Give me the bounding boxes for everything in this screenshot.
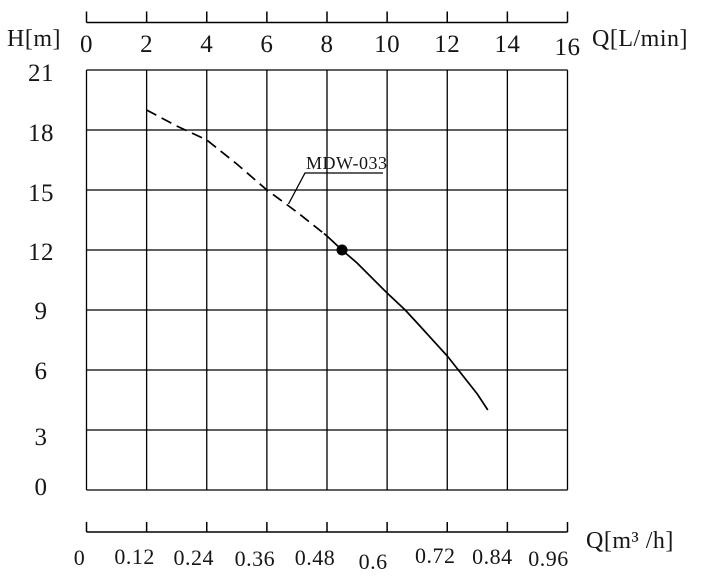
top-axis-tick-label: 16	[555, 34, 581, 61]
bottom-axis-tick-label: 0.48	[295, 545, 336, 570]
left-axis-tick-label: 0	[35, 474, 48, 501]
top-axis-tick-label: 2	[140, 31, 153, 58]
q-lmin-axis-title: Q[L/min]	[592, 26, 688, 52]
curve-label-text: MDW-033	[306, 153, 388, 173]
bottom-axis-tick-label: 0.36	[235, 546, 276, 571]
bottom-axis-tick-label: 0	[74, 545, 86, 570]
bottom-axis-tick-label: 0.24	[174, 545, 215, 570]
bottom-axis-tick-label: 0.6	[359, 549, 388, 574]
left-axis-tick-label: 6	[35, 358, 48, 385]
top-axis-tick-label: 12	[434, 31, 460, 58]
top-axis-tick-label: 10	[374, 31, 400, 58]
left-axis-tick-label: 18	[28, 120, 54, 147]
bottom-axis-tick-label: 0.96	[528, 546, 569, 571]
pump-curve-dashed-segment	[146, 109, 325, 235]
bottom-axis-tick-label: 0.72	[415, 543, 456, 568]
top-axis-tick-label: 8	[321, 31, 334, 58]
left-axis-tick-label: 12	[28, 239, 54, 266]
left-axis-tick-label: 21	[28, 60, 54, 87]
left-axis-tick-label: 15	[28, 180, 54, 207]
bottom-axis-tick-label: 0.12	[114, 544, 155, 569]
left-axis-tick-label: 3	[35, 424, 48, 451]
top-axis-tick-label: 0	[80, 31, 93, 58]
q-m3h-axis-title: Q[m³ /h]	[586, 528, 674, 554]
bottom-axis-tick-label: 0.84	[472, 544, 513, 569]
pump-curve-solid-segment	[323, 232, 489, 411]
top-axis-tick-label: 14	[494, 31, 520, 58]
top-axis-tick-label: 6	[260, 31, 273, 58]
left-axis-tick-label: 9	[35, 298, 48, 325]
h-m-axis-title: H[m]	[7, 26, 61, 52]
duty-point-marker	[336, 244, 348, 256]
top-axis-tick-label: 4	[200, 31, 213, 58]
curve-label-leader-line	[287, 172, 383, 205]
